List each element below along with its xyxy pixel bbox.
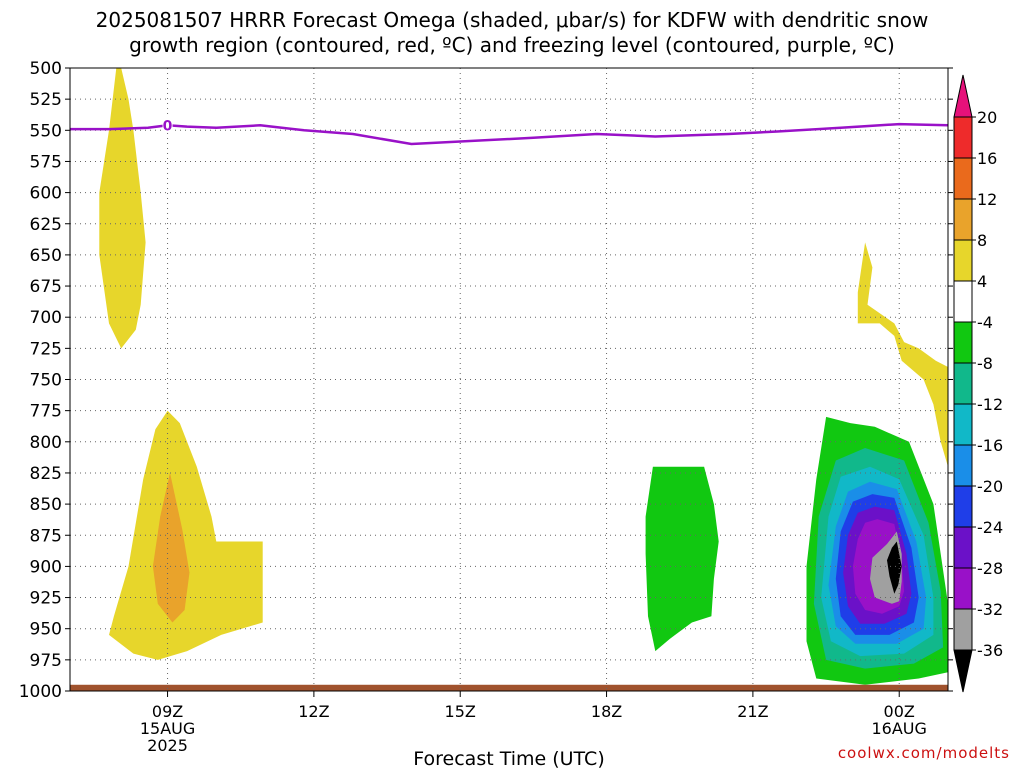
y-tick-label: 500 (30, 59, 62, 79)
y-tick-label: 900 (30, 557, 62, 577)
freezing-level: 0 (70, 117, 948, 146)
surface-band (70, 684, 948, 691)
y-tick-label: 700 (30, 308, 62, 328)
x-axis-label: Forecast Time (UTC) (413, 748, 604, 768)
y-tick-label: 675 (30, 277, 62, 297)
x-tick-label: 15Z (445, 702, 476, 721)
colorbar-swatch (953, 526, 973, 569)
x-tick-label: 18Z (591, 702, 622, 721)
y-tick-label: 650 (30, 246, 62, 266)
y-tick-label: 875 (30, 526, 62, 546)
omega-region-14 (887, 541, 902, 594)
freezing-level-label: 0 (163, 118, 173, 134)
colorbar-swatch (953, 608, 973, 651)
colorbar-swatch (953, 116, 973, 159)
y-tick-label: 725 (30, 339, 62, 359)
colorbar-label: -32 (977, 600, 1003, 619)
colorbar-swatch (953, 280, 973, 323)
colorbar-swatch (953, 485, 973, 528)
omega-region-3 (152, 472, 190, 623)
chart-title-line1: 2025081507 HRRR Forecast Omega (shaded, … (95, 8, 929, 32)
colorbar-swatch (953, 157, 973, 200)
colorbar-label: 4 (977, 272, 987, 291)
freezing-label-bg (162, 117, 173, 132)
omega-shading (99, 68, 948, 685)
colorbar-swatch (953, 403, 973, 446)
colorbar-label: -36 (977, 641, 1003, 660)
colorbar-swatch (953, 239, 973, 282)
colorbar: 20 16 12 8 4 -4 -8 -12 -16 -20 -24 -28 -32 -36 (953, 74, 1003, 693)
y-tick-label: 1000 (19, 682, 62, 702)
y-tick-label: 925 (30, 589, 62, 609)
x-tick-label: 2025 (147, 736, 188, 755)
colorbar-label: 20 (977, 108, 997, 127)
omega-region-4 (857, 242, 948, 467)
colorbar-label: 12 (977, 190, 997, 209)
x-tick-label: 00Z (884, 702, 915, 721)
y-tick-label: 600 (30, 184, 62, 204)
colorbar-label: 16 (977, 149, 997, 168)
x-tick-label: 21Z (737, 702, 768, 721)
y-axis: 500 525 550 575 600 625 650 675 700 725 750 775 800 8… (19, 59, 953, 702)
colorbar-label: -20 (977, 477, 1003, 496)
x-tick-label: 16AUG (872, 719, 927, 738)
colorbar-bottom-arrow (953, 649, 973, 693)
y-tick-label: 750 (30, 371, 62, 391)
colorbar-swatch (953, 321, 973, 364)
y-tick-label: 950 (30, 620, 62, 640)
colorbar-label: -16 (977, 436, 1003, 455)
colorbar-swatch (953, 198, 973, 241)
omega-region-5 (645, 466, 719, 652)
y-tick-label: 550 (30, 121, 62, 141)
y-tick-label: 575 (30, 152, 62, 172)
colorbar-swatch (953, 444, 973, 487)
credit-text: coolwx.com/modelts (837, 744, 1010, 762)
x-tick-label: 12Z (298, 702, 329, 721)
colorbar-swatch (953, 567, 973, 610)
colorbar-swatch (953, 362, 973, 405)
colorbar-label: -4 (977, 313, 993, 332)
x-tick-label: 09Z (152, 702, 183, 721)
y-tick-label: 850 (30, 495, 62, 515)
y-tick-label: 825 (30, 464, 62, 484)
colorbar-label: -12 (977, 395, 1003, 414)
y-tick-label: 525 (30, 90, 62, 110)
y-tick-label: 800 (30, 433, 62, 453)
x-tick-label: 15AUG (140, 719, 195, 738)
chart-title-line2: growth region (contoured, red, ºC) and f… (129, 33, 895, 57)
surface-strip (70, 684, 948, 691)
y-tick-label: 625 (30, 215, 62, 235)
colorbar-label: -28 (977, 559, 1003, 578)
y-tick-label: 775 (30, 402, 62, 422)
colorbar-label: -8 (977, 354, 993, 373)
colorbar-label: 8 (977, 231, 987, 250)
y-tick-label: 975 (30, 651, 62, 671)
colorbar-label: -24 (977, 518, 1003, 537)
omega-region-1 (99, 68, 146, 349)
